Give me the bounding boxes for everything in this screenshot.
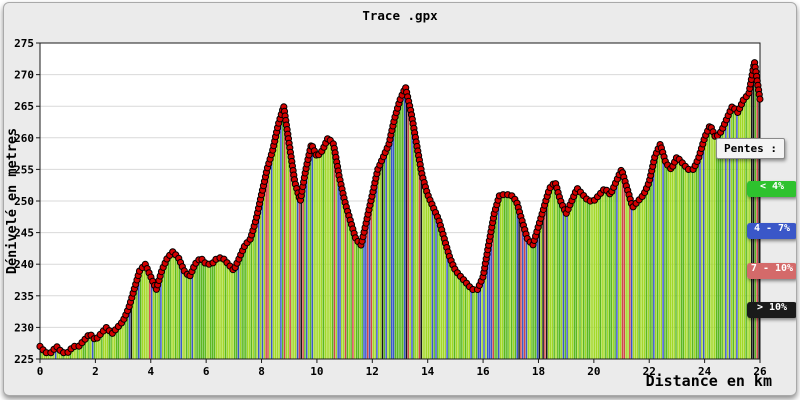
gridlines bbox=[40, 74, 760, 328]
svg-text:275: 275 bbox=[14, 37, 34, 50]
svg-text:260: 260 bbox=[14, 132, 34, 145]
legend-chip-slope-4-7pct: 4 - 7% bbox=[747, 223, 796, 239]
svg-text:225: 225 bbox=[14, 353, 34, 366]
legend-chip-slope-7-10pct: 7 - 10% bbox=[747, 263, 796, 279]
svg-text:12: 12 bbox=[366, 365, 379, 378]
svg-text:2: 2 bbox=[92, 365, 99, 378]
elevation-markers bbox=[36, 59, 764, 357]
svg-text:245: 245 bbox=[14, 227, 34, 240]
chart-title: Trace .gpx bbox=[362, 8, 438, 23]
legend-chip-slope-lt-4pct: < 4% bbox=[747, 181, 796, 197]
svg-text:255: 255 bbox=[14, 163, 34, 176]
svg-text:270: 270 bbox=[14, 69, 34, 82]
svg-text:6: 6 bbox=[203, 365, 210, 378]
svg-text:26: 26 bbox=[753, 365, 767, 378]
svg-text:16: 16 bbox=[476, 365, 490, 378]
svg-text:265: 265 bbox=[14, 100, 34, 113]
svg-text:235: 235 bbox=[14, 290, 34, 303]
svg-text:8: 8 bbox=[258, 365, 265, 378]
legend-chip-slope-gt-10pct: > 10% bbox=[747, 302, 796, 318]
x-axis-label: Distance en km bbox=[646, 372, 772, 390]
svg-text:18: 18 bbox=[532, 365, 545, 378]
y-axis-label: Dénivelé en metres bbox=[4, 128, 20, 274]
svg-text:22: 22 bbox=[643, 365, 656, 378]
svg-text:24: 24 bbox=[698, 365, 712, 378]
svg-text:20: 20 bbox=[587, 365, 600, 378]
legend-title: Pentes : bbox=[716, 138, 785, 159]
slope-bars bbox=[40, 67, 760, 360]
chart-window: 225 230 235 240 245 250 255 260 265 270 275 0 2 4 6 8 10… bbox=[3, 2, 797, 396]
svg-text:240: 240 bbox=[14, 258, 34, 271]
svg-text:14: 14 bbox=[421, 365, 435, 378]
svg-text:10: 10 bbox=[310, 365, 323, 378]
svg-text:230: 230 bbox=[14, 321, 34, 334]
svg-text:250: 250 bbox=[14, 195, 34, 208]
svg-text:0: 0 bbox=[37, 365, 44, 378]
svg-text:4: 4 bbox=[147, 365, 154, 378]
